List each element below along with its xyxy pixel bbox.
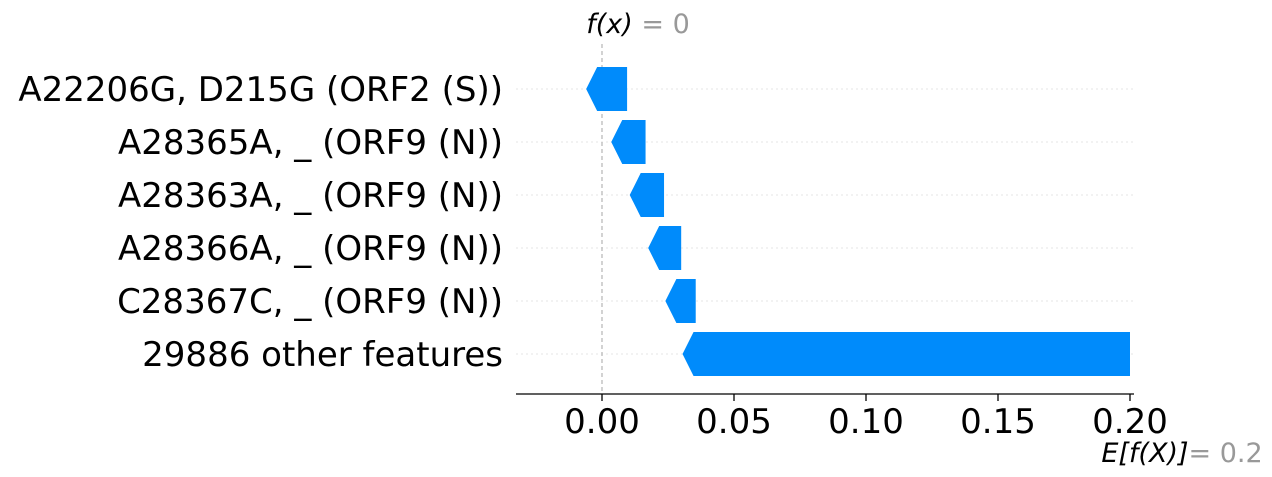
x-tick-label: 0.00 — [564, 402, 640, 442]
feature-label: A28365A, _ (ORF9 (N)) — [118, 123, 503, 163]
feature-label: A28366A, _ (ORF9 (N)) — [118, 229, 503, 269]
row-gridlines — [516, 88, 1134, 355]
x-axis: 0.00 0.05 0.10 0.15 0.20 — [516, 393, 1168, 442]
contribution-bars — [586, 67, 1130, 376]
contribution-bar — [665, 279, 696, 323]
feature-labels: A22206G, D215G (ORF2 (S)) A28365A, _ (ORF… — [18, 70, 503, 375]
x-tick-label: 0.20 — [1092, 402, 1168, 442]
feature-label: A22206G, D215G (ORF2 (S)) — [18, 70, 503, 110]
fx-label: f(x) — [586, 9, 633, 40]
x-tick-label: 0.05 — [696, 402, 772, 442]
contribution-bar — [629, 173, 665, 217]
feature-label: A28363A, _ (ORF9 (N)) — [118, 176, 503, 216]
efx-value: = 0.2 — [1189, 438, 1263, 469]
value-annotations: f(x) = 0 E[f(X)]= 0.2 — [586, 9, 1262, 469]
efx-annotation: E[f(X)]= 0.2 — [1101, 438, 1262, 469]
contribution-bar — [682, 332, 1130, 376]
x-tick-label: 0.15 — [960, 402, 1036, 442]
fx-annotation: f(x) = 0 — [586, 9, 690, 40]
feature-label: 29886 other features — [142, 335, 503, 375]
contribution-bar — [648, 226, 682, 270]
contribution-bar — [586, 67, 628, 111]
efx-label: E[f(X)] — [1101, 438, 1188, 469]
x-tick-label: 0.10 — [828, 402, 904, 442]
fx-value: = 0 — [633, 9, 690, 40]
contribution-bar — [611, 120, 646, 164]
feature-label: C28367C, _ (ORF9 (N)) — [117, 282, 503, 322]
